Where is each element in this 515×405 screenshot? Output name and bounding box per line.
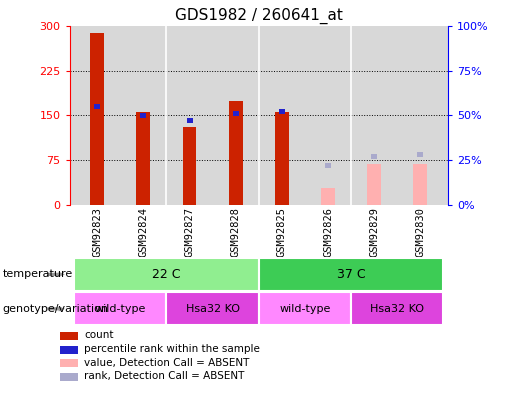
Bar <box>166 292 259 325</box>
Bar <box>279 109 285 114</box>
Bar <box>60 359 78 367</box>
Bar <box>259 292 351 325</box>
Bar <box>186 118 193 123</box>
Text: wild-type: wild-type <box>95 304 146 314</box>
Bar <box>60 332 78 340</box>
Text: rank, Detection Call = ABSENT: rank, Detection Call = ABSENT <box>84 371 245 382</box>
Title: GDS1982 / 260641_at: GDS1982 / 260641_at <box>175 7 342 23</box>
Bar <box>414 164 427 205</box>
Bar <box>136 113 150 205</box>
Text: count: count <box>84 330 114 340</box>
Bar <box>275 113 289 205</box>
Bar <box>371 154 377 159</box>
Bar <box>74 292 166 325</box>
Bar <box>351 292 443 325</box>
Bar <box>94 104 100 109</box>
Bar <box>325 163 331 168</box>
Bar <box>60 373 78 381</box>
Text: value, Detection Call = ABSENT: value, Detection Call = ABSENT <box>84 358 250 368</box>
Bar <box>229 100 243 205</box>
Bar <box>367 164 381 205</box>
Text: temperature: temperature <box>3 269 73 279</box>
Bar <box>417 152 423 157</box>
Bar <box>321 188 335 205</box>
Bar <box>367 164 381 205</box>
Bar <box>259 258 443 291</box>
Text: GSM92826: GSM92826 <box>323 207 333 257</box>
Bar <box>233 111 239 116</box>
Text: Hsa32 KO: Hsa32 KO <box>370 304 424 314</box>
Text: GSM92829: GSM92829 <box>369 207 379 257</box>
Text: GSM92823: GSM92823 <box>92 207 102 257</box>
Text: percentile rank within the sample: percentile rank within the sample <box>84 344 260 354</box>
Bar <box>60 345 78 354</box>
Text: GSM92827: GSM92827 <box>184 207 195 257</box>
Text: GSM92825: GSM92825 <box>277 207 287 257</box>
Bar <box>74 258 259 291</box>
Bar <box>325 163 331 168</box>
Text: 37 C: 37 C <box>337 268 366 281</box>
Bar <box>90 33 104 205</box>
Text: GSM92828: GSM92828 <box>231 207 241 257</box>
Text: GSM92830: GSM92830 <box>416 207 425 257</box>
Bar <box>141 113 146 118</box>
Text: GSM92824: GSM92824 <box>139 207 148 257</box>
Text: 22 C: 22 C <box>152 268 181 281</box>
Bar <box>183 127 196 205</box>
Text: genotype/variation: genotype/variation <box>3 304 109 314</box>
Text: Hsa32 KO: Hsa32 KO <box>185 304 239 314</box>
Bar <box>414 164 427 205</box>
Text: wild-type: wild-type <box>279 304 331 314</box>
